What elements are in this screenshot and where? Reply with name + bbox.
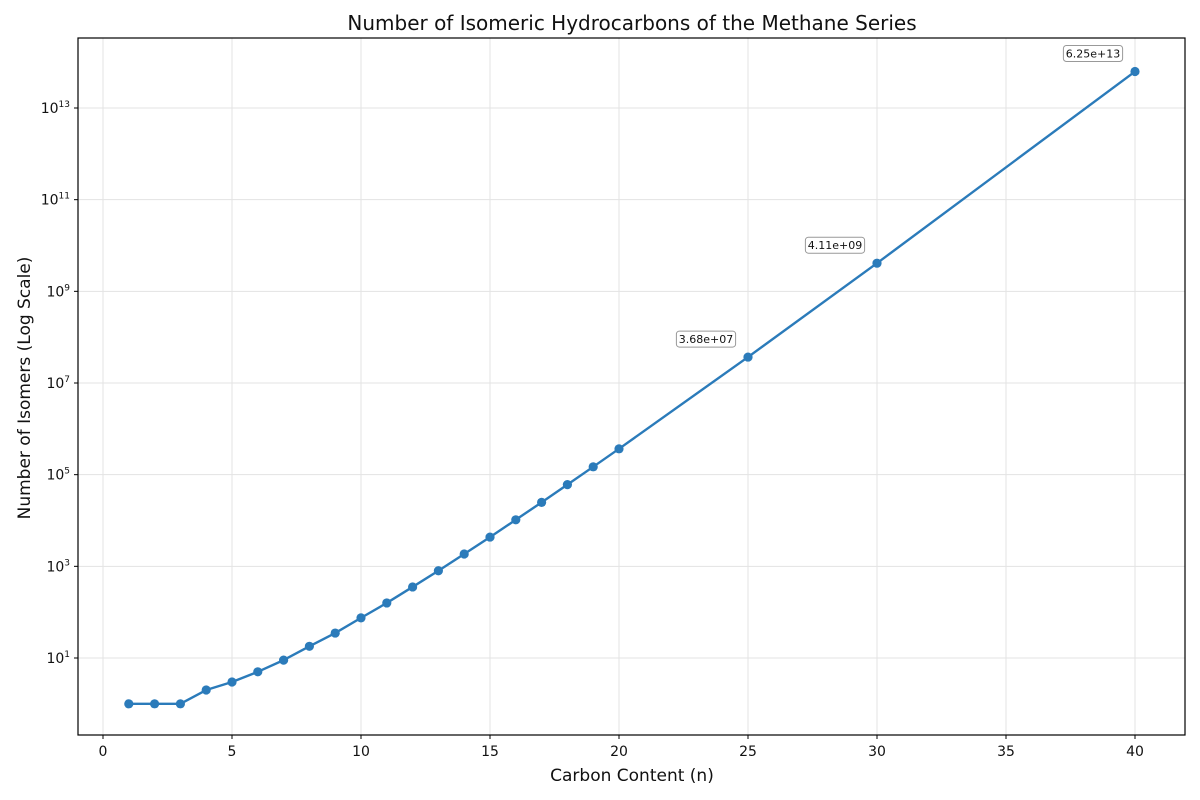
value-annotation: 4.11e+09 <box>804 236 866 254</box>
annotation-text: 4.11e+09 <box>808 239 862 252</box>
data-point-marker <box>150 699 160 709</box>
data-point-marker <box>537 497 547 507</box>
y-tick-label: 103 <box>46 558 70 575</box>
x-tick-label: 20 <box>610 744 628 760</box>
x-tick-label: 40 <box>1126 744 1144 760</box>
data-point-marker <box>382 598 392 608</box>
value-annotation: 3.68e+07 <box>675 330 737 348</box>
data-point-marker <box>304 641 314 651</box>
data-point-marker <box>562 480 573 490</box>
data-point-marker <box>124 699 134 709</box>
y-tick-label: 1011 <box>41 192 70 209</box>
chart-title: Number of Isomeric Hydrocarbons of the M… <box>347 11 916 35</box>
data-point-marker <box>175 699 185 709</box>
data-point-marker <box>511 515 521 525</box>
data-point-marker <box>253 667 263 677</box>
x-axis-label: Carbon Content (n) <box>550 766 714 786</box>
data-point-marker <box>201 685 211 695</box>
annotation-text: 6.25e+13 <box>1066 48 1120 61</box>
data-point-marker <box>614 444 624 454</box>
annotation-box <box>675 330 737 348</box>
y-tick-label: 107 <box>46 375 70 392</box>
y-axis-ticks: 101 103 105 107 109 1011 1013 <box>41 100 78 667</box>
plot-frame <box>77 37 1186 736</box>
data-point-marker <box>227 677 237 687</box>
x-tick-label: 15 <box>481 744 499 760</box>
grid-lines <box>78 38 1185 735</box>
data-point-marker <box>743 352 753 362</box>
y-tick-label: 1013 <box>41 100 70 117</box>
x-tick-label: 30 <box>868 744 886 760</box>
data-series <box>124 66 1140 709</box>
x-tick-label: 25 <box>739 744 757 760</box>
annotation-box <box>804 236 866 254</box>
x-tick-label: 0 <box>99 744 108 760</box>
value-annotations: 3.68e+07 4.11e+09 6.25e+13 <box>675 45 1124 348</box>
data-point-marker <box>356 613 366 623</box>
data-point-marker <box>1130 66 1140 77</box>
data-point-marker <box>588 462 598 472</box>
y-tick-label: 105 <box>46 467 70 484</box>
data-point-marker <box>485 532 495 542</box>
annotation-text: 3.68e+07 <box>679 333 733 346</box>
annotation-box <box>1062 45 1124 63</box>
data-point-marker <box>872 258 882 268</box>
y-axis-label: Number of Isomers (Log Scale) <box>15 257 35 520</box>
data-point-marker <box>330 628 340 638</box>
x-axis-ticks: 0 5 10 15 20 25 30 35 40 <box>99 735 1144 760</box>
data-point-marker <box>433 566 443 576</box>
y-tick-label: 101 <box>46 650 70 667</box>
series-line <box>128 70 1136 706</box>
x-tick-label: 35 <box>997 744 1015 760</box>
x-tick-label: 5 <box>228 744 237 760</box>
data-point-marker <box>408 582 418 592</box>
x-tick-label: 10 <box>352 744 370 760</box>
data-point-marker <box>459 549 469 559</box>
data-point-marker <box>279 655 289 665</box>
value-annotation: 6.25e+13 <box>1062 45 1124 63</box>
y-tick-label: 109 <box>46 283 70 300</box>
